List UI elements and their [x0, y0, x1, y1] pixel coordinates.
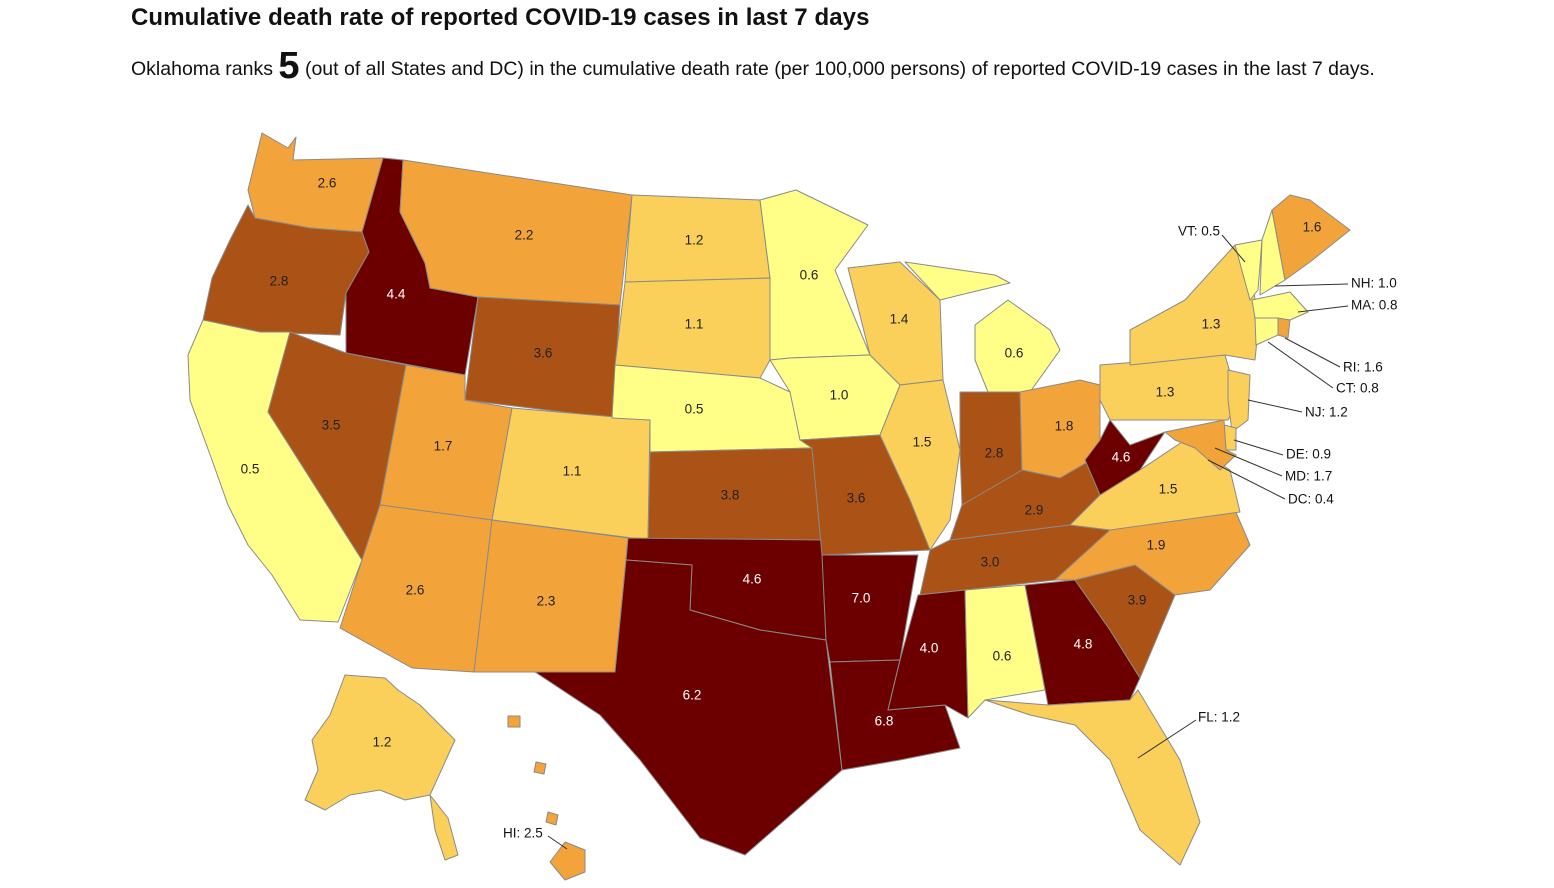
label-sd: 1.1 — [685, 317, 704, 332]
leader-de — [1233, 439, 1284, 456]
label-id: 4.4 — [387, 287, 406, 302]
leader-dc — [1207, 459, 1286, 500]
label-ky: 2.9 — [1025, 503, 1044, 518]
label-nd: 1.2 — [685, 233, 704, 248]
callout-labels: VT: 0.5 NH: 1.0 MA: 0.8 RI: 1.6 CT: 0.8 … — [503, 224, 1398, 841]
state-wa[interactable] — [247, 132, 384, 233]
state-hi-kauai[interactable] — [507, 715, 521, 728]
description-lead: Oklahoma ranks — [131, 58, 279, 80]
callout-vt: VT: 0.5 — [1178, 224, 1220, 239]
label-oh: 1.8 — [1055, 419, 1074, 434]
label-ne: 0.5 — [685, 402, 704, 417]
label-ny: 1.3 — [1202, 317, 1221, 332]
state-ma[interactable] — [1251, 291, 1309, 321]
callout-dc: DC: 0.4 — [1288, 492, 1334, 507]
label-wy: 3.6 — [534, 346, 553, 361]
label-nc: 1.9 — [1147, 538, 1166, 553]
leader-vt — [1221, 234, 1246, 263]
state-mt[interactable] — [399, 159, 633, 306]
state-hi[interactable] — [549, 841, 586, 881]
callout-leaders — [547, 234, 1349, 850]
leader-hi — [547, 835, 568, 850]
label-tx: 6.2 — [683, 688, 702, 703]
state-ny[interactable] — [1129, 244, 1259, 366]
label-ks: 3.8 — [721, 488, 740, 503]
leader-nj — [1247, 399, 1303, 413]
label-ga: 4.8 — [1074, 637, 1093, 652]
leader-nh — [1274, 283, 1349, 287]
callout-md: MD: 1.7 — [1285, 469, 1332, 484]
leader-ri — [1284, 337, 1341, 368]
leader-ct — [1267, 341, 1334, 389]
state-wv[interactable] — [1084, 419, 1166, 496]
label-ak: 1.2 — [373, 735, 392, 750]
state-ak[interactable] — [304, 674, 456, 811]
label-mi: 0.6 — [1005, 346, 1024, 361]
rank-value: 5 — [278, 45, 300, 87]
callout-ct: CT: 0.8 — [1336, 381, 1379, 396]
state-shapes — [187, 132, 1351, 881]
map-title: Cumulative death rate of reported COVID-… — [131, 4, 870, 31]
state-nj[interactable] — [1227, 369, 1251, 433]
state-sd[interactable] — [614, 277, 771, 379]
label-me: 1.6 — [1303, 220, 1322, 235]
callout-de: DE: 0.9 — [1286, 447, 1331, 462]
label-az: 2.6 — [406, 583, 425, 598]
label-ms: 4.0 — [920, 641, 939, 656]
label-il: 1.5 — [913, 435, 932, 450]
label-mo: 3.6 — [847, 491, 866, 506]
label-pa: 1.3 — [1156, 385, 1175, 400]
label-nm: 2.3 — [537, 594, 556, 609]
state-tx[interactable] — [534, 559, 843, 856]
label-wv: 4.6 — [1112, 450, 1131, 465]
label-al: 0.6 — [993, 649, 1012, 664]
label-ar: 7.0 — [852, 591, 871, 606]
label-or: 2.8 — [270, 274, 289, 289]
state-ri[interactable] — [1277, 317, 1291, 339]
state-or[interactable] — [202, 204, 370, 336]
label-ia: 1.0 — [830, 388, 849, 403]
label-va: 1.5 — [1159, 482, 1178, 497]
leader-fl — [1137, 719, 1197, 759]
state-md[interactable] — [1164, 419, 1237, 471]
state-ct[interactable] — [1254, 317, 1279, 346]
callout-ma: MA: 0.8 — [1351, 298, 1398, 313]
callout-hi: HI: 2.5 — [503, 826, 543, 841]
state-me[interactable] — [1271, 194, 1351, 281]
label-tn: 3.0 — [981, 555, 1000, 570]
state-mi[interactable] — [974, 299, 1061, 393]
label-sc: 3.9 — [1128, 593, 1147, 608]
label-wi: 1.4 — [890, 312, 909, 327]
label-mn: 0.6 — [800, 268, 819, 283]
leader-md — [1214, 447, 1283, 477]
label-co: 1.1 — [563, 464, 582, 479]
callout-nh: NH: 1.0 — [1351, 276, 1397, 291]
state-labels: 2.6 2.8 0.5 4.4 3.5 2.2 3.6 1.7 2.6 1.1 … — [241, 176, 1322, 750]
label-mt: 2.2 — [515, 228, 534, 243]
state-mi-upper[interactable] — [904, 261, 1011, 301]
label-wa: 2.6 — [318, 176, 337, 191]
state-il[interactable] — [879, 379, 961, 551]
callout-fl: FL: 1.2 — [1198, 710, 1240, 725]
state-al[interactable] — [964, 584, 1046, 719]
label-in: 2.8 — [985, 446, 1004, 461]
state-fl[interactable] — [984, 689, 1201, 866]
callout-ri: RI: 1.6 — [1343, 360, 1383, 375]
state-vt[interactable] — [1234, 239, 1263, 301]
label-ok: 4.6 — [743, 572, 762, 587]
map-description: Oklahoma ranks 5 (out of all States and … — [131, 45, 1431, 87]
label-ca: 0.5 — [241, 462, 260, 477]
leader-ma — [1297, 305, 1349, 313]
label-nv: 3.5 — [322, 418, 341, 433]
label-ut: 1.7 — [434, 439, 453, 454]
state-hi-oahu[interactable] — [533, 761, 547, 775]
description-tail: (out of all States and DC) in the cumula… — [299, 58, 1375, 80]
callout-nj: NJ: 1.2 — [1305, 405, 1348, 420]
state-ak-panhandle[interactable] — [429, 794, 459, 861]
label-la: 6.8 — [875, 714, 894, 729]
state-hi-maui[interactable] — [545, 811, 559, 826]
